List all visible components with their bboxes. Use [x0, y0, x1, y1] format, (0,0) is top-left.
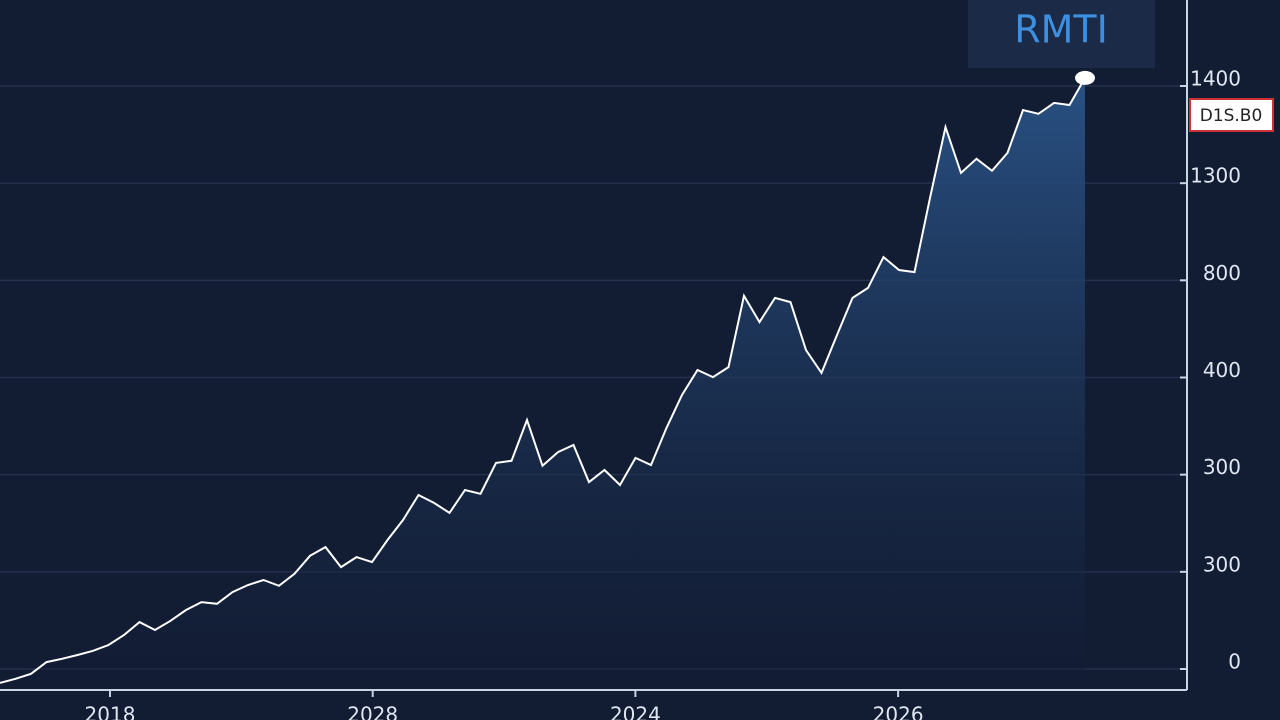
- area-fill: [0, 77, 1085, 690]
- y-tick-label: 300: [1203, 455, 1241, 479]
- plot-area: [0, 70, 1095, 690]
- x-tick-label: 2018: [85, 703, 136, 720]
- chart-title: RMTI: [1014, 8, 1108, 52]
- price-line: [0, 77, 1086, 684]
- x-tick-label: 2028: [347, 703, 398, 720]
- y-tick-label: 1400: [1190, 67, 1241, 91]
- y-tick-label: 800: [1203, 261, 1241, 285]
- y-tick-label: 0: [1228, 650, 1241, 674]
- price-tag-box: [1189, 98, 1274, 132]
- price-tag: D1S.B0: [1200, 106, 1263, 126]
- title-box: [968, 0, 1155, 68]
- last-point: [1075, 70, 1095, 85]
- y-tick-label: 1300: [1190, 164, 1241, 188]
- x-tick-label: 2024: [610, 703, 661, 720]
- y-tick-label: 300: [1203, 552, 1241, 576]
- x-tick-label: 2026: [873, 703, 924, 720]
- y-tick-label: 400: [1203, 358, 1241, 382]
